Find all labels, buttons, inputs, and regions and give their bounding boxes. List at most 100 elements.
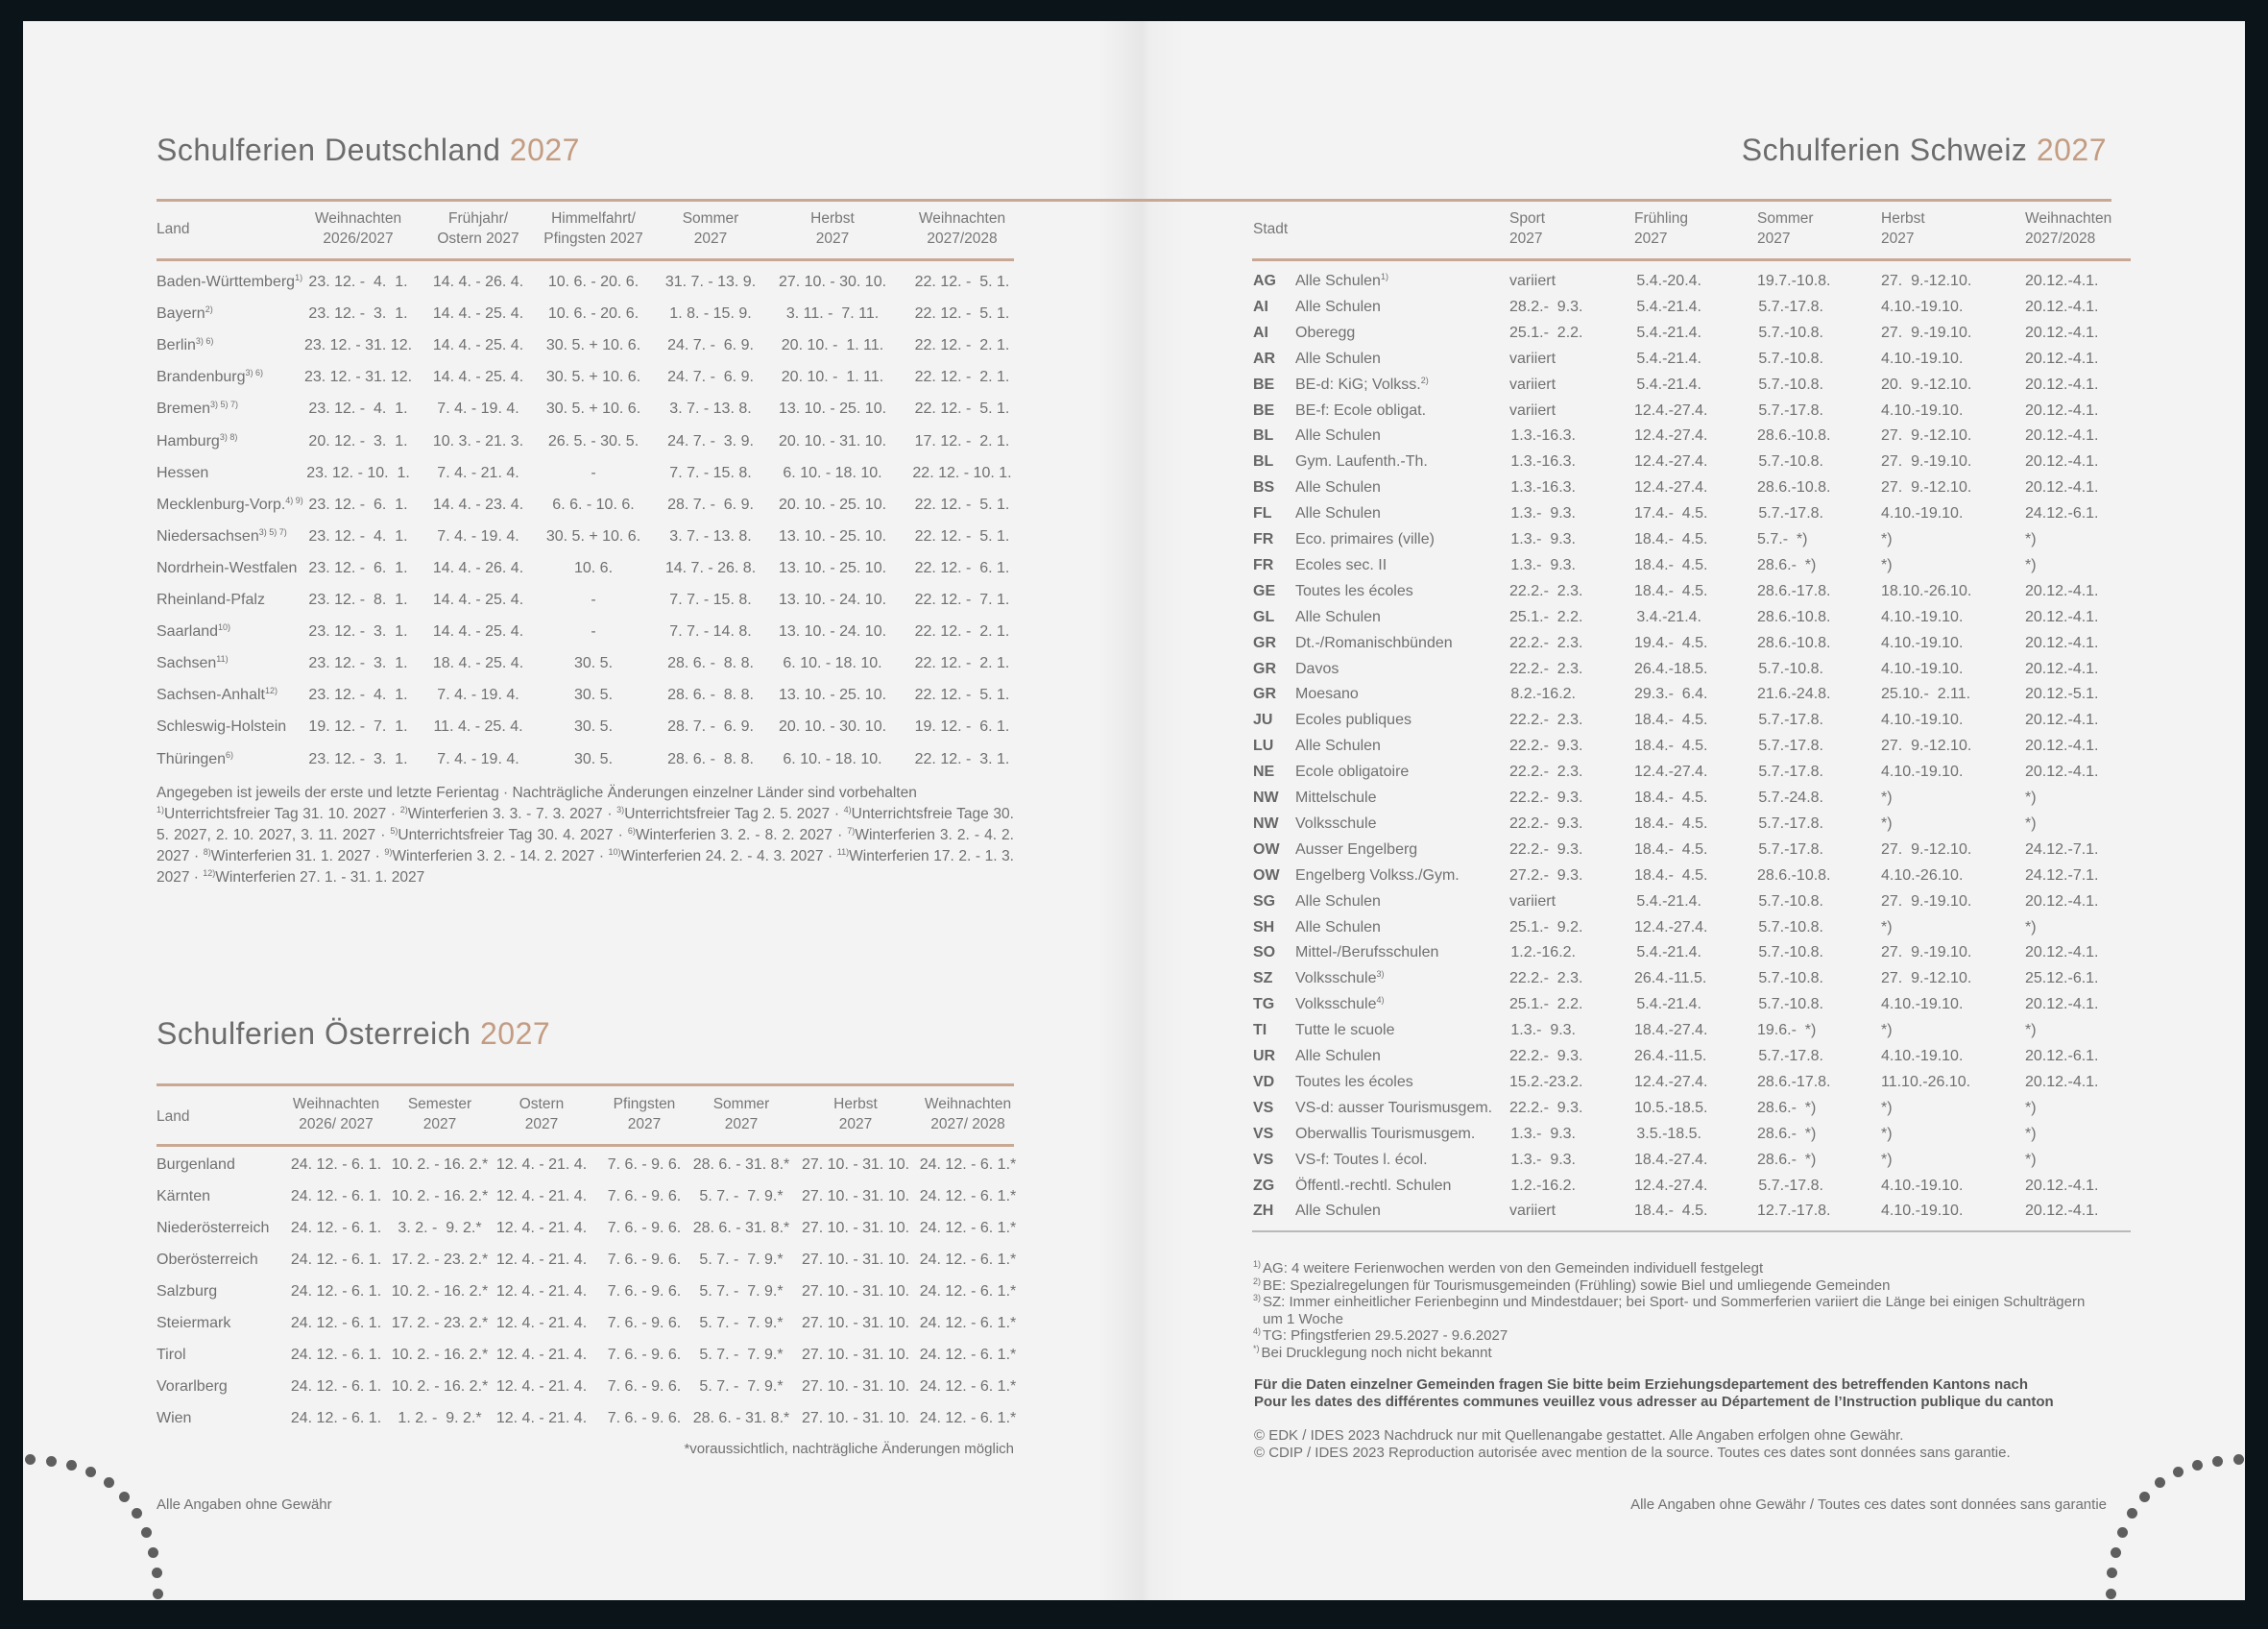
germany-cell: 6. 6. - 10. 6. <box>552 496 635 513</box>
switzerland-cell: *) <box>2025 531 2037 547</box>
canton-code: AI <box>1253 298 1268 315</box>
switzerland-cell: 20.12.-4.1. <box>2025 479 2099 497</box>
germany-cell: 24. 7. - 6. 9. <box>667 337 754 354</box>
austria-cell: 7. 6. - 9. 6. <box>607 1188 682 1204</box>
germany-row-land: Schleswig-Holstein <box>157 718 286 736</box>
switzerland-cell: 25.1.- 2.2. <box>1509 996 1583 1013</box>
germany-row-land: Saarland10) <box>157 623 230 641</box>
copyright-fr: © CDIP / IDES 2023 Reproduction autorisé… <box>1254 1445 2011 1461</box>
canton-code: BL <box>1253 453 1274 471</box>
germany-cell: 30. 5. <box>573 750 614 767</box>
school-type: Oberegg <box>1295 325 1355 342</box>
footnote: 4) TG: Pfingstferien 29.5.2027 - 9.6.2027 <box>1253 1326 1508 1345</box>
footnote: 1) AG: 4 weitere Ferienwochen werden von … <box>1253 1259 1764 1277</box>
column-header: Himmelfahrt/Pfingsten 2027 <box>543 210 643 247</box>
germany-cell: 7. 4. - 19. 4. <box>437 687 519 704</box>
switzerland-cell: 1.3.- 9.3. <box>1510 556 1576 573</box>
austria-cell: 27. 10. - 31. 10. <box>801 1315 910 1331</box>
school-type: Volksschule <box>1295 815 1377 833</box>
switzerland-cell: 20.12.-4.1. <box>2025 427 2099 445</box>
austria-cell: 24. 12. - 6. 1. <box>290 1410 382 1426</box>
austria-cell: 24. 12. - 6. 1. <box>290 1188 382 1204</box>
austria-cell: 7. 6. - 9. 6. <box>607 1410 682 1426</box>
switzerland-cell: 18.4.- 4.5. <box>1634 790 1708 806</box>
switzerland-cell: 1.3.-16.3. <box>1510 427 1576 445</box>
switzerland-cell: 20.12.-4.1. <box>2025 764 2099 781</box>
austria-cell: 7. 6. - 9. 6. <box>607 1315 682 1331</box>
switzerland-cell: 5.4.-21.4. <box>1636 376 1701 393</box>
row-label: Baden-Württemberg <box>157 274 296 290</box>
switzerland-cell: *) <box>1881 790 1893 806</box>
switzerland-cell: 19.6.- *) <box>1757 1022 1817 1039</box>
austria-cell: 24. 12. - 6. 1. <box>290 1252 382 1268</box>
germany-cell: 13. 10. - 25. 10. <box>778 527 887 545</box>
switzerland-cell: 4.10.-19.10. <box>1881 1203 1964 1220</box>
left-footer: Alle Angaben ohne Gewähr <box>157 1496 332 1513</box>
row-label: Hamburg <box>157 432 220 450</box>
austria-cell: 7. 6. - 9. 6. <box>607 1252 682 1268</box>
switzerland-cell: 5.7.-17.8. <box>1758 1177 1823 1194</box>
canton-code: BL <box>1253 427 1274 445</box>
switzerland-cell: 20.12.-4.1. <box>2025 324 2099 341</box>
austria-cell: 24. 12. - 6. 1. <box>290 1220 382 1236</box>
switzerland-cell: 12.4.-27.4. <box>1634 1177 1708 1194</box>
switzerland-cell: variiert <box>1509 273 1556 289</box>
switzerland-cell: 20.12.-4.1. <box>2025 892 2099 910</box>
austria-cell: 27. 10. - 31. 10. <box>801 1188 910 1204</box>
austria-cell: 12. 4. - 21. 4. <box>495 1156 588 1173</box>
binding-dot <box>25 1454 36 1465</box>
switzerland-cell: *) <box>2025 790 2037 806</box>
switzerland-cell: 28.6.- *) <box>1757 1151 1817 1168</box>
germany-row-land: Sachsen-Anhalt12) <box>157 687 277 704</box>
footnote-ref: 12) <box>264 686 277 696</box>
germany-cell: 10. 3. - 21. 3. <box>432 432 524 450</box>
canton-code: VD <box>1253 1073 1275 1090</box>
germany-row-land: Niedersachsen3) 5) 7) <box>157 527 287 546</box>
switzerland-cell: 20.12.-4.1. <box>2025 401 2099 419</box>
school-type: VS-f: Toutes l. écol. <box>1295 1152 1428 1169</box>
germany-cell: - <box>591 592 596 608</box>
row-label: Öffentl.-rechtl. Schulen <box>1295 1177 1452 1194</box>
switzerland-cell: 4.10.-19.10. <box>1881 1177 1964 1194</box>
school-type: Oberwallis Tourismusgem. <box>1295 1126 1475 1143</box>
switzerland-cell: 12.7.-17.8. <box>1757 1203 1831 1220</box>
row-label: Berlin <box>157 337 196 354</box>
switzerland-cell: *) <box>1881 814 1893 832</box>
switzerland-cell: 25.12.-6.1. <box>2025 970 2099 987</box>
school-type: Dt.-/Romanischbünden <box>1295 635 1453 652</box>
germany-row-land: Brandenburg3) 6) <box>157 369 263 386</box>
germany-row-land: Berlin3) 6) <box>157 337 213 354</box>
germany-cell: 31. 7. - 13. 9. <box>664 274 757 290</box>
germany-cell: 7. 7. - 15. 8. <box>669 464 752 481</box>
switzerland-cell: 20.12.-6.1. <box>2025 1048 2099 1064</box>
footnote-ref: 2) <box>205 304 213 315</box>
switzerland-cell: 4.10.-19.10. <box>1881 401 1964 419</box>
austria-cell: 12. 4. - 21. 4. <box>495 1347 588 1363</box>
switzerland-cell: 27. 9.-12.10. <box>1881 840 1972 858</box>
switzerland-cell: 20.12.-4.1. <box>2025 298 2099 315</box>
austria-cell: 17. 2. - 23. 2.* <box>391 1315 489 1331</box>
germany-cell: 14. 4. - 25. 4. <box>432 305 524 323</box>
switzerland-cell: 28.6.-10.8. <box>1757 427 1831 445</box>
switzerland-cell: 18.4.- 4.5. <box>1634 531 1708 547</box>
austria-row-land: Vorarlberg <box>157 1378 228 1395</box>
binding-dot <box>2127 1508 2137 1519</box>
column-header: Sport 2027 <box>1509 210 1546 247</box>
row-label: Moesano <box>1295 686 1359 703</box>
switzerland-cell: 1.2.-16.2. <box>1510 1177 1576 1194</box>
switzerland-cell: 22.2.- 2.3. <box>1509 660 1583 677</box>
footnote-ref: 3) 8) <box>219 431 238 442</box>
switzerland-cell: 26.4.-11.5. <box>1634 1048 1707 1064</box>
school-type: Ausser Engelberg <box>1295 841 1417 859</box>
column-header: Weihnachten 2026/2027 <box>314 210 402 247</box>
germany-cell: 24. 7. - 3. 9. <box>667 432 754 450</box>
germany-cell: 23. 12. - 3. 1. <box>308 750 408 767</box>
row-label: Oberegg <box>1295 324 1356 341</box>
canton-code: NW <box>1253 814 1279 832</box>
row-label: Toutes les écoles <box>1295 582 1413 599</box>
switzerland-cell: 4.10.-19.10. <box>1881 1048 1964 1064</box>
switzerland-cell: 28.6.-10.8. <box>1757 479 1831 497</box>
germany-cell: 17. 12. - 2. 1. <box>914 432 1010 450</box>
austria-cell: 24. 12. - 6. 1.* <box>919 1347 1017 1363</box>
row-label: Hessen <box>157 464 209 481</box>
